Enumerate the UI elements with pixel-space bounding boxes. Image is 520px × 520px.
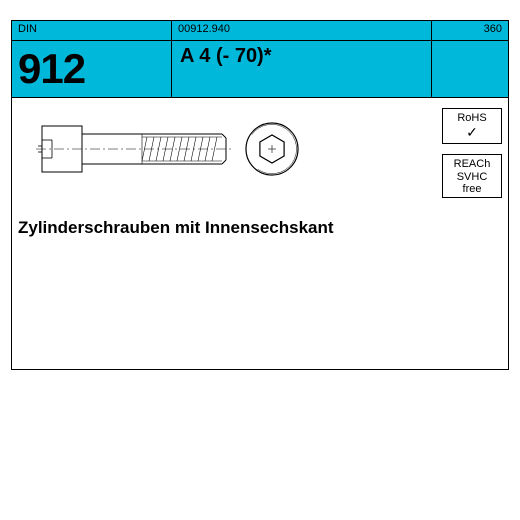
header-band: DIN 00912.940 360 912 A 4 (- 70)* [11,20,509,98]
hdr-right-empty [432,41,508,97]
product-caption: Zylinderschrauben mit Innensechskant [18,218,334,238]
rohs-label: RoHS [445,112,499,125]
hdr-din-number: 912 [12,41,172,97]
rohs-badge: RoHS ✓ [442,108,502,144]
technical-drawing [32,112,312,202]
hdr-article-number: 00912.940 [172,21,432,41]
check-icon: ✓ [445,125,499,139]
hdr-standard-label: DIN [12,21,172,41]
product-card: DIN 00912.940 360 912 A 4 (- 70)* Zylind… [11,20,509,370]
hdr-material: A 4 (- 70)* [172,41,432,97]
reach-line3: free [445,183,499,196]
body-area: Zylinderschrauben mit Innensechskant RoH… [11,98,509,370]
reach-line2: SVHC [445,171,499,184]
hdr-right-code: 360 [432,21,508,41]
reach-line1: REACh [445,158,499,171]
reach-badge: REACh SVHC free [442,154,502,198]
